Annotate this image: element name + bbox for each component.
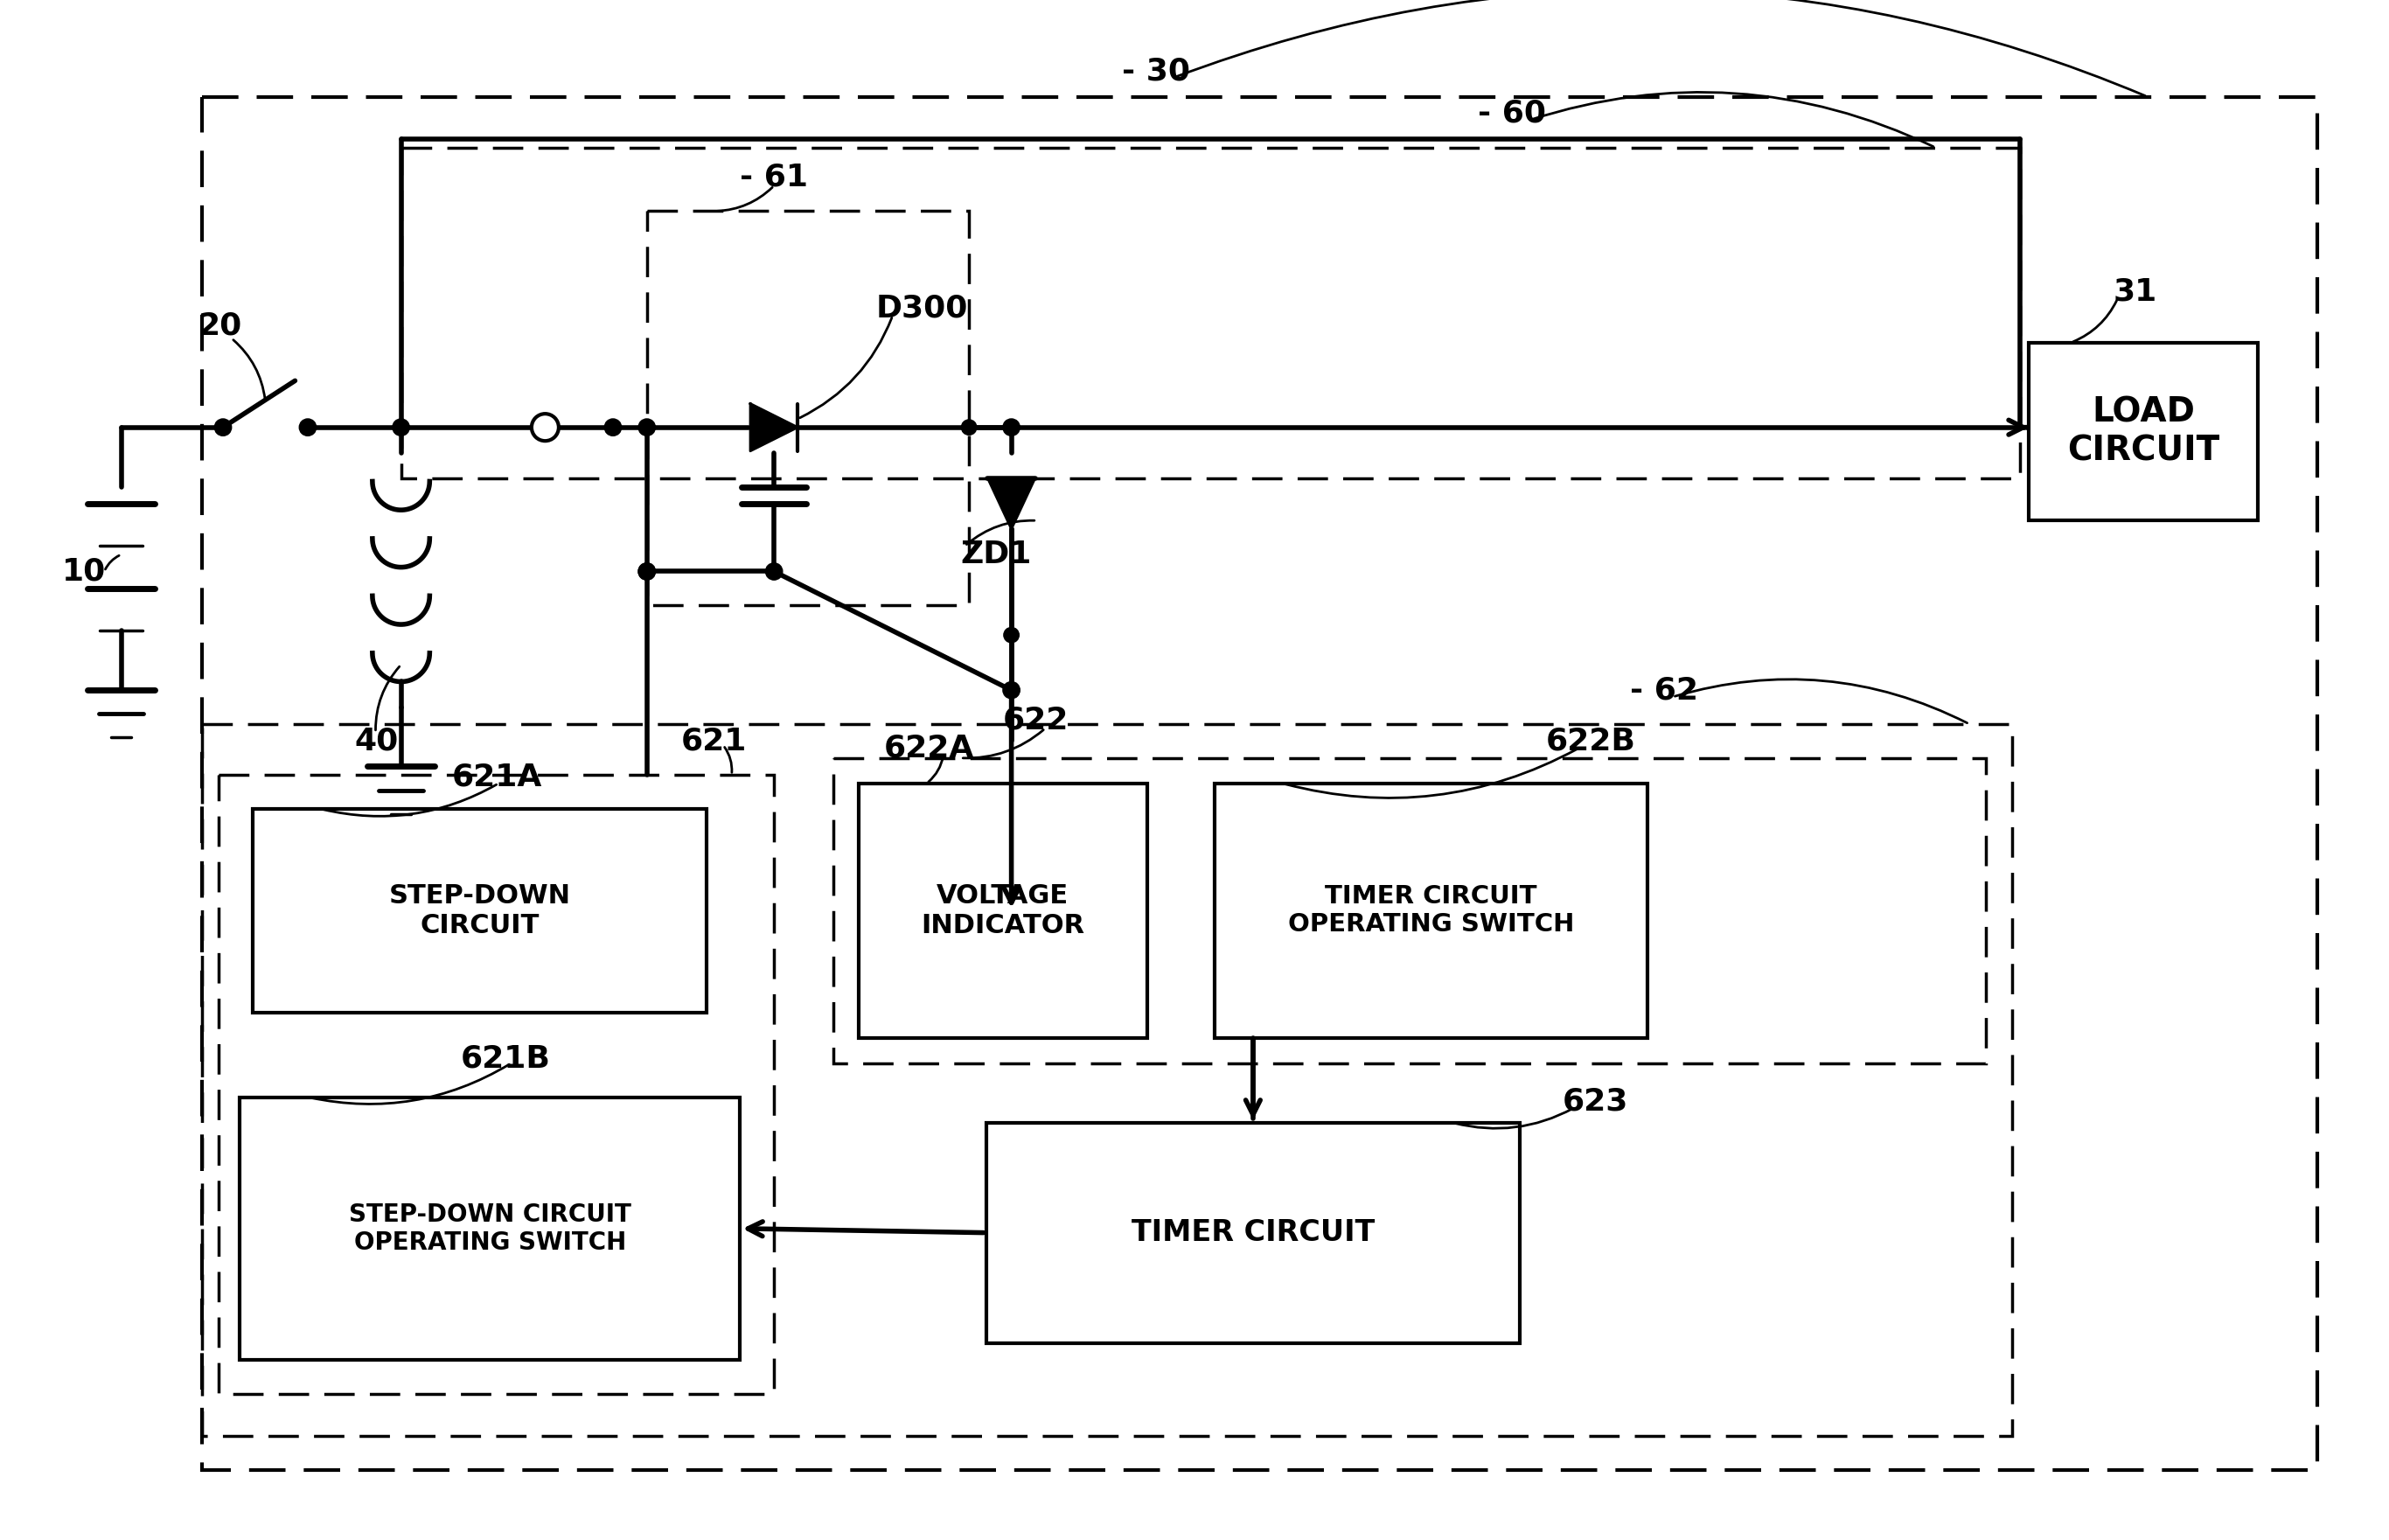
- Bar: [858, 784, 1147, 1038]
- Text: 622A: 622A: [884, 733, 975, 762]
- Bar: [253, 809, 707, 1012]
- Text: D300: D300: [877, 294, 968, 323]
- Text: 10: 10: [62, 556, 105, 587]
- Text: 621: 621: [681, 727, 748, 756]
- Bar: [987, 1123, 1519, 1343]
- Bar: [2028, 342, 2258, 521]
- Circle shape: [1003, 419, 1020, 436]
- Bar: [401, 148, 2021, 479]
- Bar: [1216, 784, 1646, 1038]
- Circle shape: [604, 420, 621, 434]
- Text: - 60: - 60: [1479, 99, 1546, 128]
- Text: 622B: 622B: [1546, 727, 1636, 756]
- Bar: [647, 211, 970, 605]
- Text: 621B: 621B: [461, 1044, 549, 1073]
- Circle shape: [764, 564, 784, 581]
- Text: STEP-DOWN
CIRCUIT: STEP-DOWN CIRCUIT: [389, 884, 571, 938]
- Circle shape: [533, 414, 559, 440]
- Polygon shape: [987, 479, 1034, 530]
- Text: 31: 31: [2114, 277, 2157, 306]
- Text: - 61: - 61: [741, 162, 807, 192]
- Circle shape: [1003, 627, 1020, 642]
- Text: STEP-DOWN CIRCUIT
OPERATING SWITCH: STEP-DOWN CIRCUIT OPERATING SWITCH: [349, 1203, 631, 1255]
- Text: 623: 623: [1562, 1086, 1629, 1116]
- Circle shape: [604, 420, 621, 434]
- Polygon shape: [750, 403, 798, 451]
- Text: 622: 622: [1003, 705, 1068, 735]
- Text: - 30: - 30: [1120, 57, 1190, 86]
- Text: TIMER CIRCUIT: TIMER CIRCUIT: [1132, 1218, 1374, 1247]
- Bar: [220, 775, 774, 1394]
- Circle shape: [960, 420, 977, 434]
- Circle shape: [215, 419, 232, 436]
- Circle shape: [638, 564, 655, 581]
- Text: 621A: 621A: [452, 762, 542, 792]
- Text: 40: 40: [354, 727, 399, 756]
- Text: - 62: - 62: [1629, 675, 1699, 705]
- Circle shape: [1003, 682, 1020, 699]
- Bar: [834, 758, 1985, 1063]
- Circle shape: [604, 419, 621, 436]
- Circle shape: [638, 419, 655, 436]
- Circle shape: [638, 564, 655, 581]
- Text: TIMER CIRCUIT
OPERATING SWITCH: TIMER CIRCUIT OPERATING SWITCH: [1288, 884, 1574, 936]
- Text: ZD1: ZD1: [960, 539, 1032, 570]
- Bar: [239, 1096, 741, 1360]
- Bar: [201, 724, 2012, 1437]
- Text: LOAD
CIRCUIT: LOAD CIRCUIT: [2066, 396, 2219, 468]
- Text: VOLTAGE
INDICATOR: VOLTAGE INDICATOR: [922, 884, 1085, 938]
- Circle shape: [299, 419, 315, 436]
- Text: 20: 20: [198, 311, 241, 340]
- Circle shape: [392, 419, 409, 436]
